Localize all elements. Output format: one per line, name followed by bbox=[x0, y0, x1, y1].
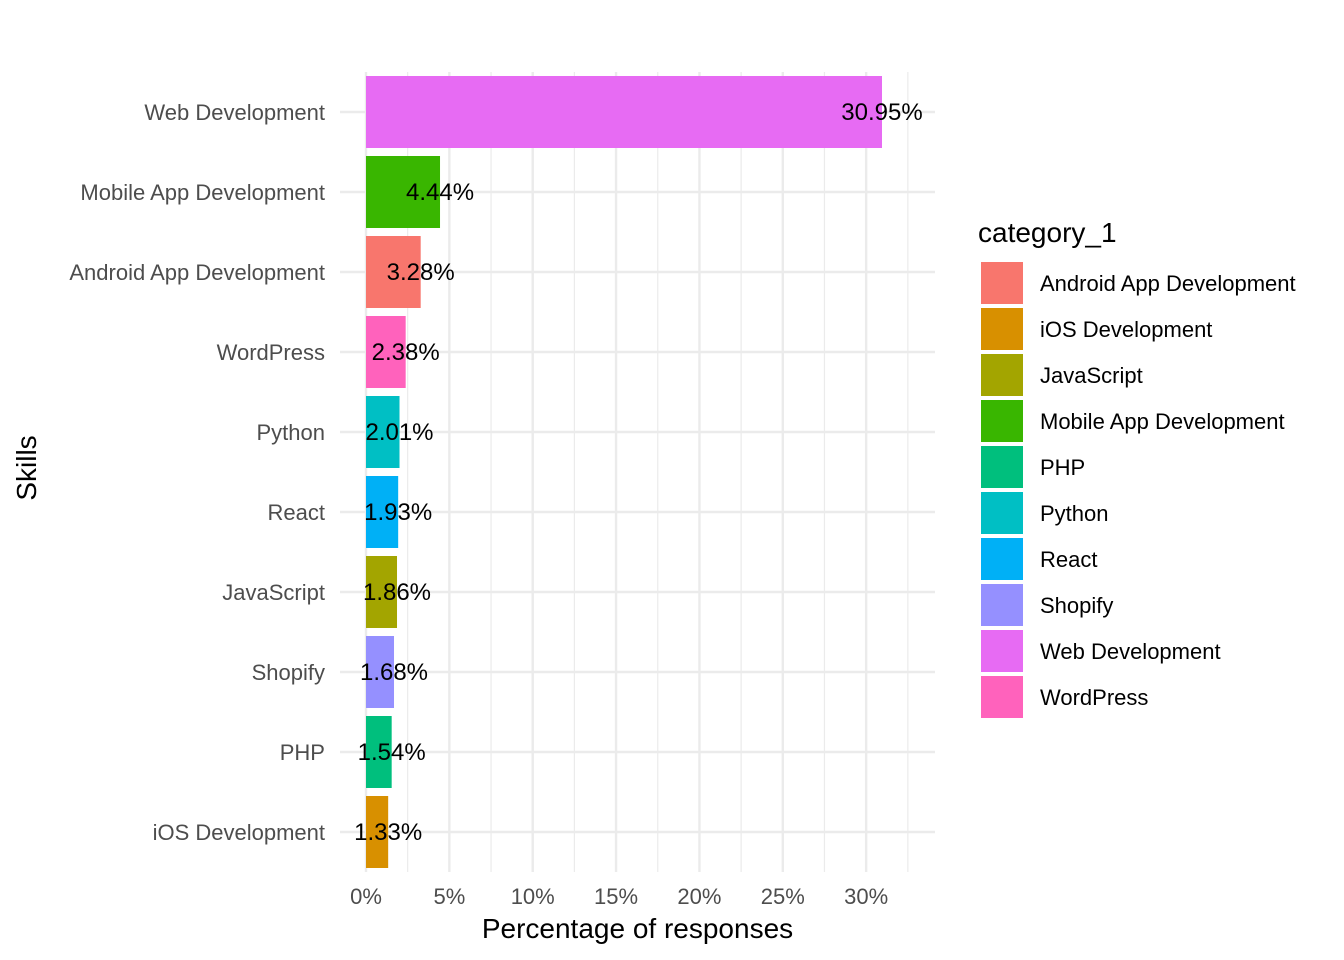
legend-label: Mobile App Development bbox=[1040, 409, 1285, 434]
data-label: 30.95% bbox=[841, 99, 922, 126]
y-tick-label: Web Development bbox=[144, 100, 325, 125]
bar bbox=[366, 476, 399, 548]
y-tick-label: JavaScript bbox=[222, 580, 325, 605]
data-label: 1.68% bbox=[360, 659, 428, 686]
bar bbox=[366, 236, 421, 308]
y-tick-label: WordPress bbox=[217, 340, 325, 365]
data-label: 1.86% bbox=[363, 579, 431, 606]
y-axis-title: Skills bbox=[11, 435, 42, 500]
legend-label: PHP bbox=[1040, 455, 1085, 480]
data-label: 1.54% bbox=[358, 739, 426, 766]
bars: 30.95% 4.44% 3.28% 2.38% 2.01% 1.93% 1.86% 1.68… bbox=[354, 76, 923, 868]
x-tick-label: 10% bbox=[511, 884, 555, 909]
y-tick-label: Android App Development bbox=[69, 260, 325, 285]
data-label: 1.33% bbox=[354, 819, 422, 846]
axis-ticks: Web Development Mobile App Development And… bbox=[69, 100, 888, 909]
legend-label: WordPress bbox=[1040, 685, 1148, 710]
bar bbox=[366, 556, 398, 628]
legend-label: React bbox=[1040, 547, 1097, 572]
x-axis-title: Percentage of responses bbox=[482, 913, 793, 944]
legend-key bbox=[981, 446, 1023, 488]
legend-key bbox=[981, 262, 1023, 304]
legend-label: Web Development bbox=[1040, 639, 1221, 664]
bar bbox=[366, 716, 392, 788]
legend-key bbox=[981, 308, 1023, 350]
legend-key bbox=[981, 492, 1023, 534]
bar bbox=[366, 796, 389, 868]
grid bbox=[340, 72, 935, 872]
x-tick-label: 30% bbox=[844, 884, 888, 909]
legend-key bbox=[981, 354, 1023, 396]
legend-label: Android App Development bbox=[1040, 271, 1296, 296]
data-label: 2.01% bbox=[365, 419, 433, 446]
legend-key bbox=[981, 584, 1023, 626]
y-tick-label: React bbox=[268, 500, 325, 525]
bar bbox=[366, 396, 400, 468]
legend: category_1 Android App Development iOS De… bbox=[978, 217, 1296, 718]
legend-key bbox=[981, 630, 1023, 672]
y-tick-label: Shopify bbox=[252, 660, 325, 685]
legend-label: JavaScript bbox=[1040, 363, 1143, 388]
x-tick-label: 25% bbox=[761, 884, 805, 909]
bar bbox=[366, 316, 406, 388]
data-label: 2.38% bbox=[372, 339, 440, 366]
legend-key bbox=[981, 538, 1023, 580]
y-tick-label: PHP bbox=[280, 740, 325, 765]
legend-key bbox=[981, 676, 1023, 718]
data-label: 4.44% bbox=[406, 179, 474, 206]
y-tick-label: Mobile App Development bbox=[80, 180, 325, 205]
legend-label: iOS Development bbox=[1040, 317, 1212, 342]
legend-label: Python bbox=[1040, 501, 1109, 526]
x-tick-label: 15% bbox=[594, 884, 638, 909]
x-tick-label: 5% bbox=[433, 884, 465, 909]
data-label: 3.28% bbox=[387, 259, 455, 286]
bar bbox=[366, 156, 441, 228]
bar bbox=[366, 76, 882, 148]
y-tick-label: Python bbox=[257, 420, 326, 445]
y-tick-label: iOS Development bbox=[153, 820, 325, 845]
x-tick-label: 0% bbox=[350, 884, 382, 909]
data-label: 1.93% bbox=[364, 499, 432, 526]
bar bbox=[366, 636, 395, 708]
legend-key bbox=[981, 400, 1023, 442]
x-tick-label: 20% bbox=[677, 884, 721, 909]
legend-title: category_1 bbox=[978, 217, 1117, 248]
legend-label: Shopify bbox=[1040, 593, 1113, 618]
